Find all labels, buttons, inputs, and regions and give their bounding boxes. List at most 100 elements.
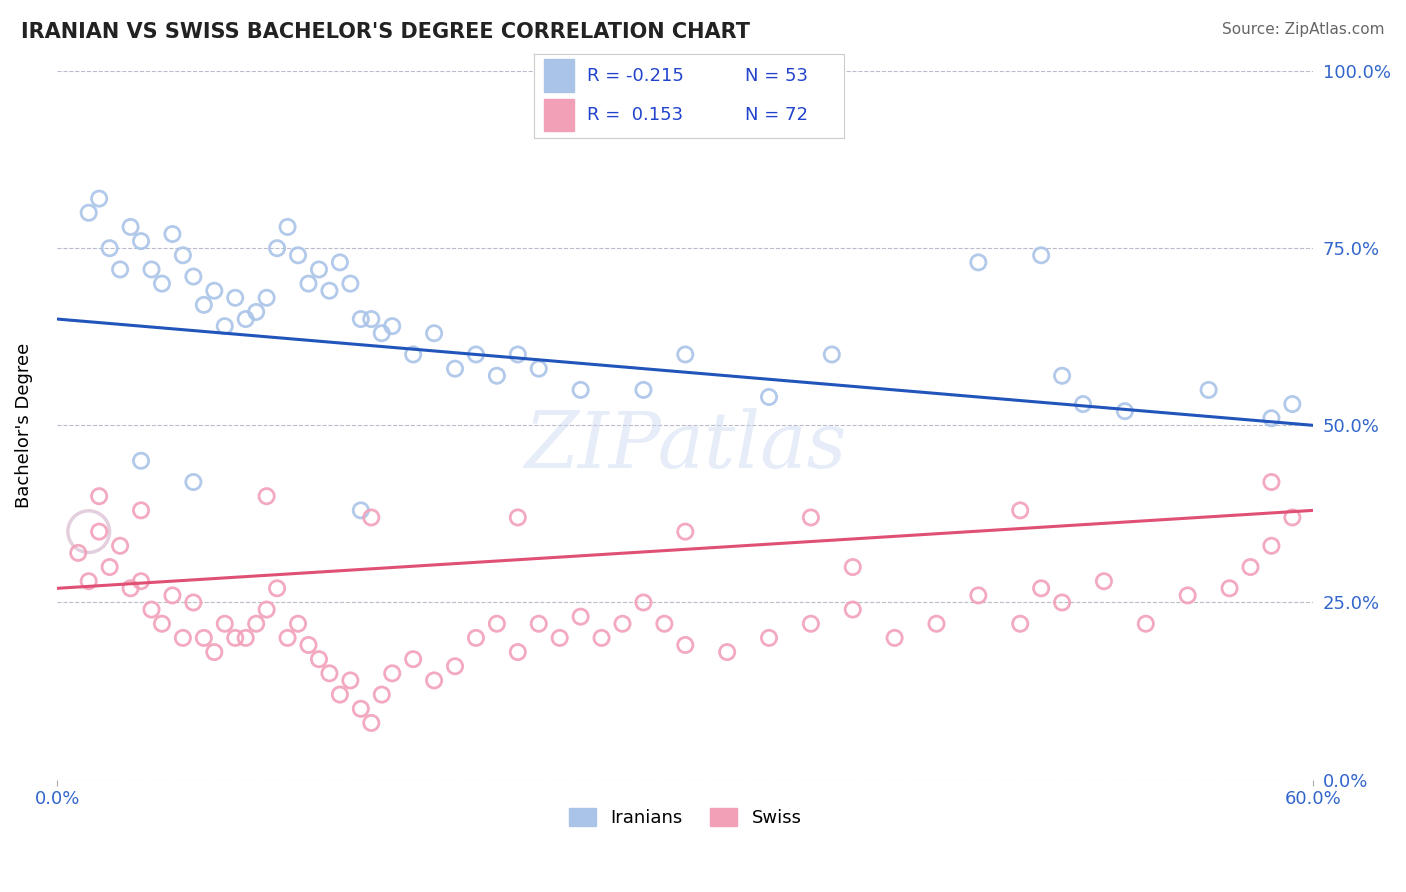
Point xyxy=(245,616,267,631)
Point xyxy=(308,262,330,277)
Point xyxy=(506,510,529,524)
Point xyxy=(202,645,225,659)
Point xyxy=(235,631,257,645)
Point xyxy=(444,659,467,673)
Point xyxy=(1031,248,1053,262)
Point xyxy=(1050,595,1073,609)
Point xyxy=(172,631,194,645)
Point xyxy=(800,616,823,631)
Point xyxy=(716,645,738,659)
Point xyxy=(89,192,111,206)
Point xyxy=(350,312,373,326)
Point xyxy=(506,645,529,659)
Point xyxy=(318,666,340,681)
Point xyxy=(89,524,111,539)
Point xyxy=(308,652,330,666)
Point xyxy=(108,539,131,553)
Point xyxy=(673,524,696,539)
Point xyxy=(224,291,246,305)
Text: ZIPatlas: ZIPatlas xyxy=(524,409,846,484)
Text: N = 72: N = 72 xyxy=(745,105,807,123)
Point xyxy=(277,219,299,234)
Point xyxy=(1260,475,1282,489)
Point xyxy=(277,631,299,645)
Point xyxy=(98,241,121,255)
Point xyxy=(402,652,425,666)
Point xyxy=(129,574,152,589)
Bar xyxy=(544,99,575,131)
Text: IRANIAN VS SWISS BACHELOR'S DEGREE CORRELATION CHART: IRANIAN VS SWISS BACHELOR'S DEGREE CORRE… xyxy=(21,22,749,42)
Point xyxy=(423,673,446,688)
Point xyxy=(569,609,592,624)
Point xyxy=(569,383,592,397)
Point xyxy=(371,688,394,702)
Point xyxy=(329,255,352,269)
Point xyxy=(821,347,844,361)
Point xyxy=(465,631,488,645)
Point xyxy=(360,510,382,524)
Point xyxy=(925,616,948,631)
Legend: Iranians, Swiss: Iranians, Swiss xyxy=(562,800,808,834)
Point xyxy=(129,234,152,248)
Point xyxy=(371,326,394,341)
Point xyxy=(150,616,173,631)
Text: R =  0.153: R = 0.153 xyxy=(586,105,683,123)
Text: R = -0.215: R = -0.215 xyxy=(586,68,683,86)
Point xyxy=(224,631,246,645)
Point xyxy=(1010,503,1032,517)
Point xyxy=(162,227,184,241)
Text: Source: ZipAtlas.com: Source: ZipAtlas.com xyxy=(1222,22,1385,37)
Point xyxy=(183,595,205,609)
Point xyxy=(235,312,257,326)
Y-axis label: Bachelor's Degree: Bachelor's Degree xyxy=(15,343,32,508)
Point xyxy=(527,616,550,631)
Point xyxy=(245,305,267,319)
Point xyxy=(1071,397,1094,411)
Point xyxy=(183,269,205,284)
Point xyxy=(527,361,550,376)
Point xyxy=(842,602,865,616)
Point xyxy=(1218,582,1240,596)
Point xyxy=(612,616,634,631)
Point xyxy=(77,524,100,539)
Point xyxy=(120,582,142,596)
Point xyxy=(193,298,215,312)
Point xyxy=(297,638,319,652)
Point xyxy=(1031,582,1053,596)
Point xyxy=(67,546,90,560)
Point xyxy=(673,347,696,361)
Point xyxy=(350,702,373,716)
Point xyxy=(1198,383,1220,397)
Point xyxy=(77,206,100,220)
Point xyxy=(800,510,823,524)
Point xyxy=(287,248,309,262)
Point xyxy=(506,347,529,361)
Point xyxy=(1281,397,1303,411)
Point xyxy=(129,454,152,468)
Point xyxy=(129,503,152,517)
Point xyxy=(193,631,215,645)
Point xyxy=(654,616,676,631)
Bar xyxy=(544,60,575,92)
Point xyxy=(256,291,278,305)
Point xyxy=(183,475,205,489)
Point xyxy=(162,588,184,602)
Point xyxy=(214,616,236,631)
Point xyxy=(548,631,571,645)
Point xyxy=(1092,574,1115,589)
Point xyxy=(633,595,655,609)
Point xyxy=(108,262,131,277)
Point xyxy=(591,631,613,645)
Point xyxy=(120,219,142,234)
Point xyxy=(485,368,508,383)
Point xyxy=(318,284,340,298)
Point xyxy=(266,582,288,596)
Text: N = 53: N = 53 xyxy=(745,68,807,86)
Point xyxy=(1239,560,1261,574)
Point xyxy=(287,616,309,631)
Point xyxy=(842,560,865,574)
Point xyxy=(339,673,361,688)
Point xyxy=(202,284,225,298)
Point xyxy=(77,574,100,589)
Point xyxy=(402,347,425,361)
